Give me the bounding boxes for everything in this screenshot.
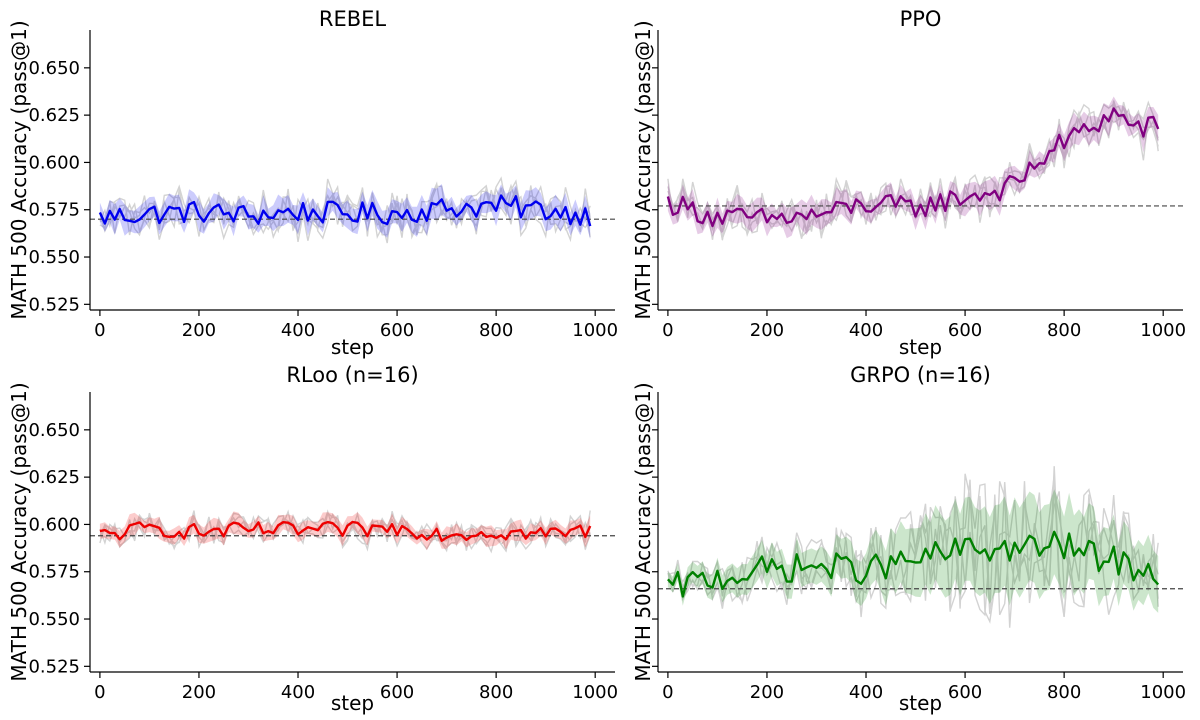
y-tick-label: 0.525 [28, 656, 80, 677]
y-axis-label: MATH 500 Accuracy (pass@1) [631, 382, 655, 681]
x-tick-label: 0 [662, 682, 673, 703]
mean-series-line [98, 194, 592, 227]
confidence-band [99, 184, 591, 240]
chart-title: REBEL [319, 7, 387, 31]
y-axis-label: MATH 500 Accuracy (pass@1) [631, 20, 655, 319]
x-tick-label: 400 [281, 682, 315, 703]
x-axis-label: step [331, 335, 374, 359]
x-tick-label: 0 [94, 682, 105, 703]
x-tick-label: 1000 [1140, 320, 1186, 341]
x-tick-label: 200 [182, 682, 216, 703]
y-tick-label: 0.650 [28, 58, 80, 79]
chart-title: RLoo (n=16) [286, 363, 418, 387]
y-tick-label: 0.550 [28, 609, 80, 630]
x-tick-label: 400 [281, 320, 315, 341]
x-tick-label: 1000 [1140, 682, 1186, 703]
confidence-band [667, 96, 1159, 239]
y-tick-label: 0.625 [28, 467, 80, 488]
y-tick-label: 0.550 [28, 247, 80, 268]
x-tick-label: 800 [479, 682, 513, 703]
x-tick-label: 200 [750, 320, 784, 341]
mean-series-line [99, 520, 592, 542]
x-tick-label: 1000 [572, 320, 618, 341]
x-axis-label: step [331, 691, 374, 715]
x-axis-label: step [899, 691, 942, 715]
x-tick-label: 400 [849, 320, 883, 341]
y-tick-label: 0.650 [28, 420, 80, 441]
chart-title: GRPO (n=16) [850, 363, 991, 387]
y-tick-label: 0.575 [28, 200, 80, 221]
background-run-line [667, 473, 1159, 624]
x-tick-label: 800 [1047, 682, 1081, 703]
chart-panel-ppo: 0 200 400 600 800 1000 PPO step MATH 500 Accurac… [631, 7, 1186, 359]
x-axis-label: step [899, 335, 942, 359]
x-tick-label: 800 [479, 320, 513, 341]
y-axis-label: MATH 500 Accuracy (pass@1) [7, 382, 31, 681]
x-tick-label: 600 [948, 682, 982, 703]
background-run-line [99, 178, 591, 243]
x-tick-label: 600 [380, 682, 414, 703]
y-axis-label: MATH 500 Accuracy (pass@1) [7, 20, 31, 319]
mean-series-line [667, 530, 1160, 598]
background-run-line [667, 466, 1159, 617]
background-runs [99, 176, 591, 244]
x-tick-label: 200 [750, 682, 784, 703]
y-tick-label: 0.525 [28, 294, 80, 315]
y-tick-label: 0.625 [28, 105, 80, 126]
chart-panel-rebel: 0 200 400 600 800 1000 0.525 0.550 0.575 0.600 0.6… [7, 7, 618, 359]
chart-title: PPO [900, 7, 942, 31]
x-tick-label: 600 [380, 320, 414, 341]
x-tick-label: 200 [182, 320, 216, 341]
chart-panel-rloo: 0 200 400 600 800 1000 0.525 0.550 0.575 0.600 0.6… [7, 363, 618, 715]
x-tick-label: 0 [94, 320, 105, 341]
chart-panel-grpo: 0 200 400 600 800 1000 GRPO (n=16) step MATH 500… [631, 363, 1186, 715]
x-tick-label: 400 [849, 682, 883, 703]
x-tick-label: 800 [1047, 320, 1081, 341]
x-tick-label: 0 [662, 320, 673, 341]
mean-series-line [666, 107, 1160, 228]
x-tick-label: 600 [948, 320, 982, 341]
y-tick-label: 0.575 [28, 562, 80, 583]
background-run-line [99, 179, 591, 244]
y-tick-label: 0.600 [28, 152, 80, 173]
y-tick-label: 0.600 [28, 514, 80, 535]
x-tick-label: 1000 [572, 682, 618, 703]
